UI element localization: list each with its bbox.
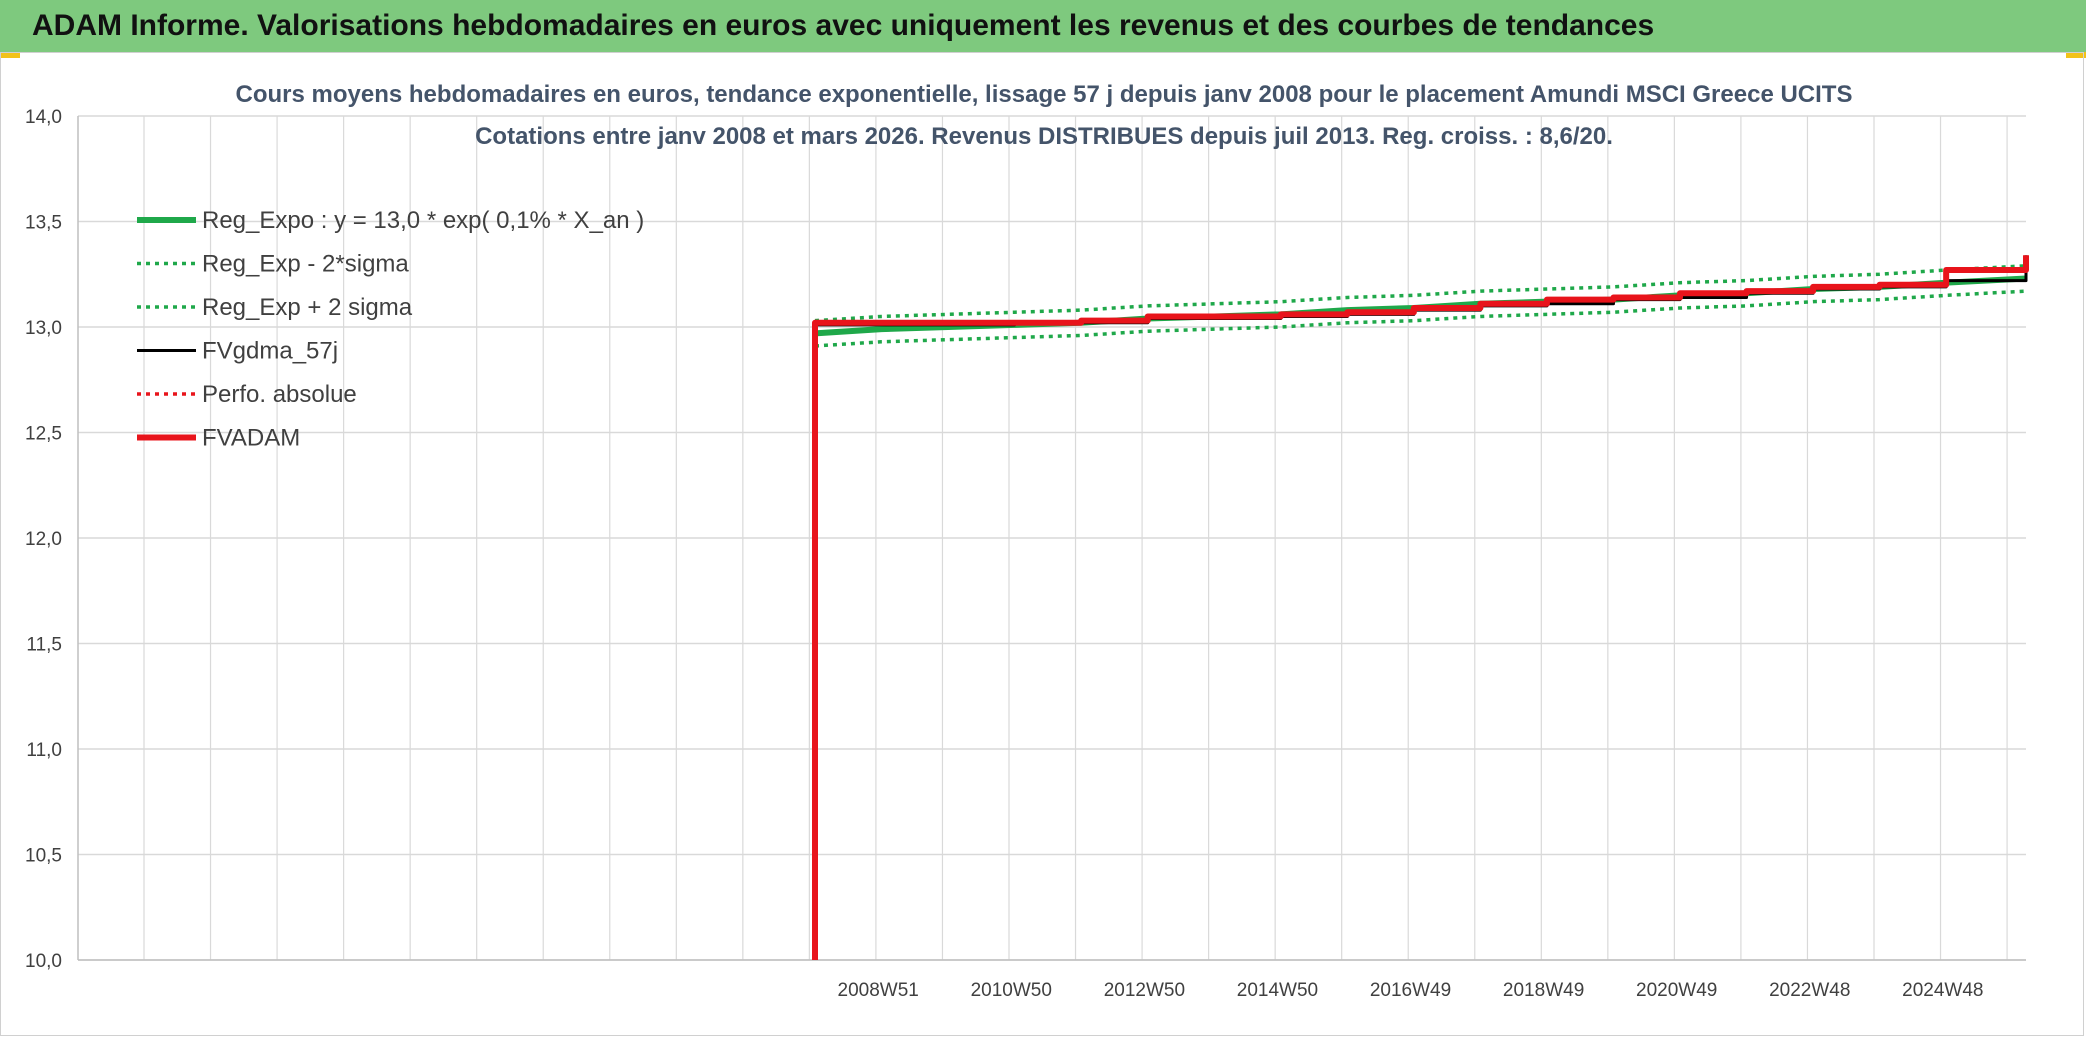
- series-line: [812, 255, 2029, 960]
- x-axis: 2008W51 2010W50 2012W50 2014W50 2016W49 2018W…: [838, 980, 1984, 1001]
- x-tick-label: 2024W48: [1902, 980, 1983, 1001]
- y-tick-label: 10,0: [25, 951, 62, 972]
- chart-frame: [0, 52, 2084, 1036]
- y-tick-label: 11,0: [26, 740, 62, 761]
- series-line: [814, 264, 2027, 323]
- x-tick-label: 2020W49: [1636, 980, 1717, 1001]
- chart-title: Cours moyens hebdomadaires en euros, ten…: [236, 81, 1853, 108]
- report-banner: ADAM Informe. Valorisations hebdomadaire…: [0, 0, 2086, 52]
- report-title: ADAM Informe. Valorisations hebdomadaire…: [32, 9, 1655, 42]
- y-tick-label: 11,5: [26, 635, 62, 656]
- y-tick-label: 13,0: [25, 318, 62, 339]
- y-tick-label: 10,5: [25, 846, 62, 867]
- y-tick-label: 12,0: [25, 529, 62, 550]
- legend-label: FVgdma_57j: [202, 338, 338, 365]
- y-axis: 10,0 10,5 11,0 11,5 12,0 12,5 13,0 13,5 14,0: [25, 107, 62, 972]
- legend-label: Reg_Exp + 2 sigma: [202, 294, 413, 321]
- x-tick-label: 2014W50: [1237, 980, 1318, 1001]
- y-tick-label: 14,0: [25, 107, 62, 128]
- corner-mark: [2066, 52, 2086, 58]
- series-line: [814, 289, 2027, 348]
- legend-label: FVADAM: [202, 425, 300, 452]
- x-tick-label: 2016W49: [1370, 980, 1451, 1001]
- legend: Reg_Expo : y = 13,0 * exp( 0,1% * X_an )…: [137, 207, 644, 452]
- x-tick-label: 2008W51: [838, 980, 919, 1001]
- x-tick-label: 2018W49: [1503, 980, 1584, 1001]
- y-tick-label: 12,5: [25, 424, 62, 445]
- x-tick-label: 2012W50: [1104, 980, 1185, 1001]
- chart: Cours moyens hebdomadaires en euros, ten…: [25, 81, 2029, 1001]
- legend-label: Perfo. absolue: [202, 381, 357, 408]
- x-tick-label: 2022W48: [1769, 980, 1850, 1001]
- legend-label: Reg_Expo : y = 13,0 * exp( 0,1% * X_an ): [202, 207, 644, 234]
- corner-mark: [0, 52, 20, 58]
- x-tick-label: 2010W50: [971, 980, 1052, 1001]
- plot-series: [812, 255, 2029, 960]
- y-tick-label: 13,5: [25, 213, 62, 234]
- chart-subtitle: Cotations entre janv 2008 et mars 2026. …: [475, 123, 1613, 150]
- gridlines: [77, 115, 2026, 961]
- legend-label: Reg_Exp - 2*sigma: [202, 251, 409, 278]
